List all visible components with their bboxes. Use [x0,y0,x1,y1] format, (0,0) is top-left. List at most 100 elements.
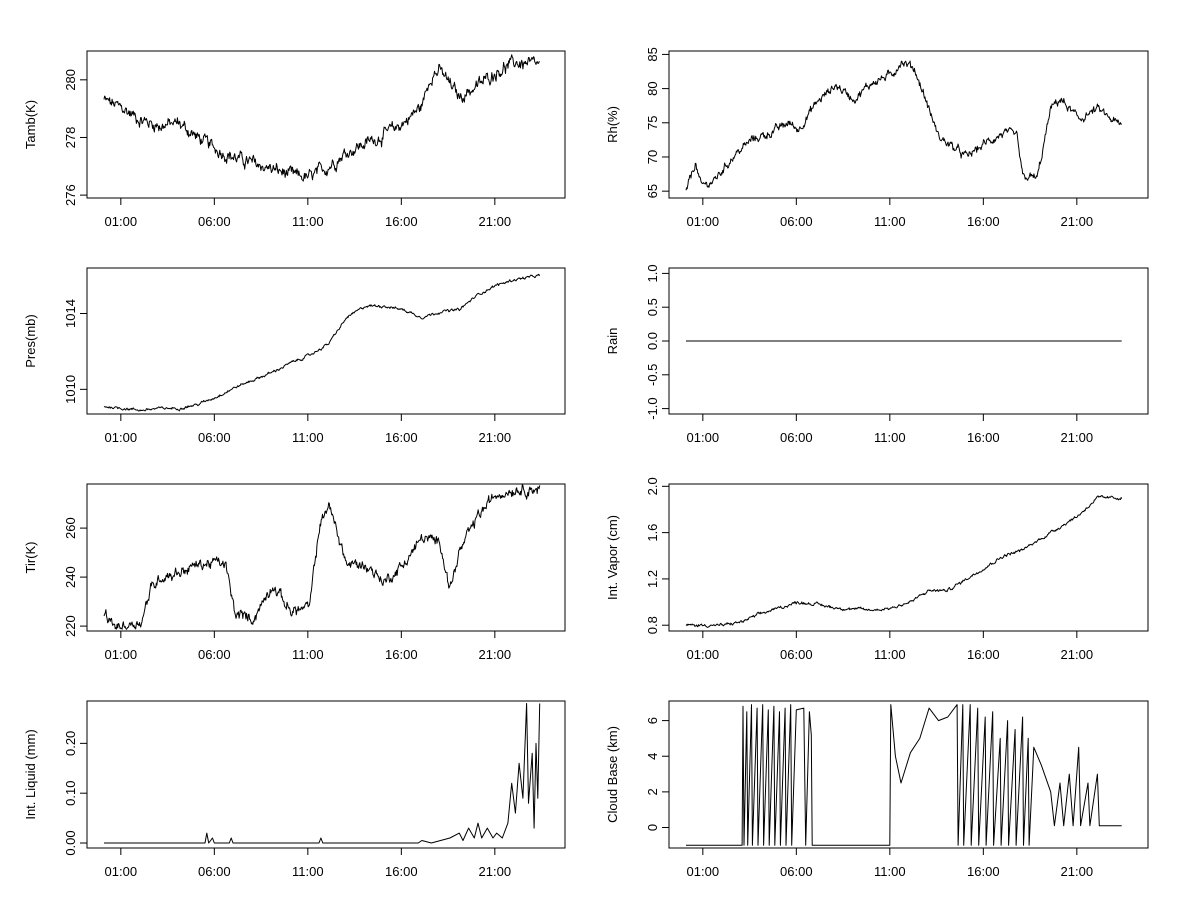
x-tick-label: 21:00 [479,214,512,229]
y-tick-label: 276 [63,184,78,206]
plot-frame [668,50,1149,199]
y-tick-label: 0.00 [63,830,78,855]
x-tick-label: 21:00 [479,864,512,879]
x-tick-label: 11:00 [874,214,906,229]
x-tick-label: 16:00 [385,647,418,662]
y-tick-label: 0.10 [63,781,78,806]
x-tick-label: 06:00 [780,430,813,445]
y-tick-label: 280 [63,69,78,91]
x-tick-label: 11:00 [874,864,906,879]
y-tick-label: 0.0 [645,332,660,350]
x-tick-label: 21:00 [1061,647,1094,662]
x-tick-label: 11:00 [292,214,324,229]
y-tick-label: 1010 [63,375,78,404]
y-tick-label: 0.8 [645,616,660,634]
plot-frame [86,267,566,415]
panel-4: 01:00 06:00 11:00 16:00 21:00 -1.0 -0.5 0.0 0.5 1… [605,264,1149,445]
plot-frame [668,700,1149,849]
x-tick-label: 21:00 [1061,214,1094,229]
panel-8: 01:00 06:00 11:00 16:00 21:00 0 2 4 6 Cloud Base … [605,700,1149,879]
x-tick-label: 11:00 [874,430,906,445]
x-tick-label: 01:00 [105,214,138,229]
x-tick-label: 01:00 [687,864,720,879]
panel-3: 01:00 06:00 11:00 16:00 21:00 1010 1014 Pres(mb… [23,267,566,445]
series-line [103,484,541,630]
x-tick-label: 06:00 [198,647,231,662]
y-tick-label: 278 [63,127,78,149]
y-axis-label: Tir(K) [23,541,38,573]
y-axis-label: Cloud Base (km) [605,726,620,823]
y-axis-label: Tamb(K) [23,100,38,149]
y-tick-label: -1.0 [645,397,660,419]
y-tick-label: 1.6 [645,524,660,542]
plot-frame [668,483,1149,632]
x-tick-label: 01:00 [105,430,138,445]
x-tick-label: 11:00 [292,647,324,662]
x-tick-label: 16:00 [967,430,1000,445]
y-tick-label: -0.5 [645,364,660,386]
x-tick-label: 21:00 [479,647,512,662]
y-tick-label: 80 [645,81,660,95]
y-tick-label: 220 [63,615,78,637]
x-tick-label: 01:00 [105,864,138,879]
x-tick-label: 06:00 [780,214,813,229]
y-tick-label: 0.5 [645,298,660,316]
y-tick-label: 240 [63,566,78,588]
x-tick-label: 16:00 [385,864,418,879]
y-axis-label: Rain [605,328,620,355]
panel-5: 01:00 06:00 11:00 16:00 21:00 220 240 260 Tir(K) [23,483,566,662]
x-tick-label: 11:00 [874,647,906,662]
y-tick-label: 0 [645,824,660,831]
y-axis-label: Rh(%) [605,106,620,143]
x-tick-label: 11:00 [292,430,324,445]
plot-frame [86,483,566,632]
series-line [686,704,1122,846]
plot-frame [86,50,566,199]
x-tick-label: 21:00 [479,430,512,445]
x-tick-label: 01:00 [105,647,138,662]
x-tick-label: 01:00 [687,214,720,229]
series-line [104,703,541,844]
y-tick-label: 65 [645,184,660,198]
x-tick-label: 21:00 [1061,430,1094,445]
series-line [103,273,541,412]
y-tick-label: 85 [645,47,660,61]
x-tick-label: 11:00 [292,864,324,879]
y-tick-label: 2 [645,788,660,795]
x-tick-label: 16:00 [967,647,1000,662]
x-tick-label: 06:00 [780,647,813,662]
y-tick-label: 0.20 [63,731,78,756]
x-tick-label: 06:00 [780,864,813,879]
x-tick-label: 21:00 [1061,864,1094,879]
y-tick-label: 2.0 [645,477,660,495]
y-tick-label: 75 [645,116,660,130]
panel-6: 01:00 06:00 11:00 16:00 21:00 0.8 1.2 1.6 2.0 Int… [605,477,1149,662]
panel-1: 01:00 06:00 11:00 16:00 21:00 276 278 280 Tamb(K… [23,50,566,229]
x-tick-label: 16:00 [967,214,1000,229]
x-tick-label: 16:00 [967,864,1000,879]
series-line [685,60,1122,191]
x-tick-label: 01:00 [687,647,720,662]
plot-frame [86,700,566,849]
y-axis-label: Int. Liquid (mm) [23,729,38,819]
y-tick-label: 1.0 [645,264,660,282]
x-tick-label: 06:00 [198,430,231,445]
x-tick-label: 06:00 [198,864,231,879]
x-tick-label: 01:00 [687,430,720,445]
y-axis-label: Int. Vapor (cm) [605,515,620,600]
y-tick-label: 70 [645,150,660,164]
x-tick-label: 16:00 [385,214,418,229]
y-axis-label: Pres(mb) [23,314,38,367]
y-tick-label: 1.2 [645,570,660,588]
y-tick-label: 1014 [63,299,78,328]
series-line [685,495,1123,628]
y-tick-label: 6 [645,717,660,724]
y-tick-label: 260 [63,517,78,539]
x-tick-label: 06:00 [198,214,231,229]
panel-7: 01:00 06:00 11:00 16:00 21:00 0.00 0.10 0.20 Int… [23,700,566,879]
y-tick-label: 4 [645,753,660,760]
x-tick-label: 16:00 [385,430,418,445]
panel-2: 01:00 06:00 11:00 16:00 21:00 65 70 75 80 85 Rh(%) [605,47,1149,229]
series-line [103,54,540,182]
